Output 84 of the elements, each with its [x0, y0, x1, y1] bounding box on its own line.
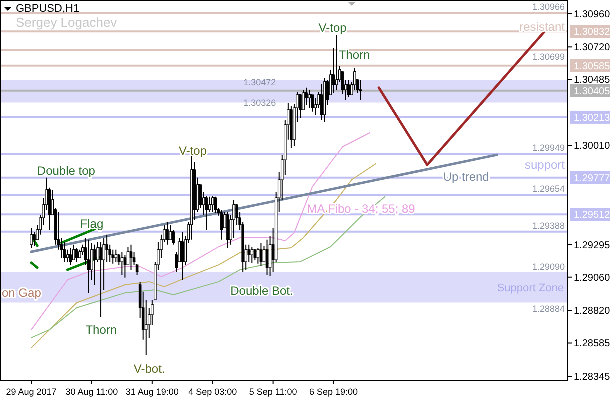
candlestick [208, 196, 212, 213]
candlestick [226, 212, 230, 248]
candlestick [254, 249, 257, 261]
candlestick [69, 247, 72, 266]
candlestick [112, 249, 115, 264]
candlestick [347, 80, 350, 98]
ref-line-label: 1.28884 [532, 304, 565, 314]
candlestick [78, 249, 82, 258]
candlestick [172, 229, 175, 246]
ref-line-label: 1.29388 [532, 220, 565, 231]
y-tick-label: 1.29060 [574, 272, 610, 284]
ref-line-label: 1.29777 [574, 173, 610, 184]
annotation: Double Bot. [230, 284, 294, 298]
annotation: Thorn [338, 48, 370, 62]
candlestick [100, 242, 102, 318]
ref-line-label: 1.30213 [574, 112, 610, 124]
y-tick-label: 1.30720 [574, 42, 610, 54]
ref-line-label: 1.30966 [532, 2, 565, 12]
candlestick [106, 234, 108, 262]
ref-line-label: 1.30405 [574, 86, 610, 98]
candlestick [169, 224, 172, 240]
candlestick [205, 195, 208, 230]
candlestick [214, 196, 218, 214]
annotation: V-top [318, 21, 348, 35]
annotation: V-top [179, 144, 208, 158]
candlestick [88, 239, 90, 294]
annotation: support [524, 158, 566, 172]
candlestick [211, 195, 214, 213]
ref-line-label: 1.29090 [532, 262, 565, 272]
y-tick-label: 1.29295 [574, 240, 610, 252]
candlestick [30, 228, 33, 248]
y-tick-label: 1.28345 [574, 372, 610, 384]
ref-line-label: 1.30699 [532, 52, 565, 62]
candlestick [220, 209, 224, 240]
candlestick [166, 222, 169, 246]
annotation: Flag [80, 217, 104, 231]
y-tick-label: 1.30485 [574, 75, 610, 86]
y-tick-label: 1.30960 [574, 9, 610, 20]
x-tick-label: 30 Aug 11:00 [66, 387, 118, 397]
annotation: Up trend [443, 170, 490, 184]
ref-line-label: 1.29512 [574, 210, 610, 222]
candlestick [63, 242, 66, 262]
y-tick-label: 1.28820 [574, 306, 610, 318]
candlestick [130, 244, 133, 271]
y-tick-label: 1.30010 [574, 141, 610, 152]
candlestick [323, 77, 326, 123]
candlestick [248, 244, 251, 262]
annotation: Double top [37, 164, 96, 178]
candlestick [260, 242, 263, 266]
y-tick-label: 1.28585 [574, 338, 610, 350]
ref-line-label: 1.30585 [574, 61, 610, 72]
candlestick [66, 249, 70, 262]
x-tick-label: 31 Aug 19:00 [126, 387, 179, 397]
ref-line-label: 1.29949 [532, 143, 565, 154]
candlestick [335, 34, 338, 91]
candlestick [120, 251, 124, 276]
candlestick [124, 254, 127, 278]
annotation: V-bot. [134, 362, 166, 376]
annotation: Thorn [86, 323, 118, 337]
candlestick [33, 232, 36, 247]
candlestick [94, 244, 96, 286]
chart-title: GBPUSD,H1 [16, 3, 80, 15]
ref-line-label: 1.30832 [574, 27, 610, 38]
candlestick [181, 232, 184, 281]
candlestick [266, 239, 269, 276]
candlestick [250, 246, 254, 264]
annotation: on Gap [2, 286, 42, 300]
x-tick-label: 6 Sep 19:00 [309, 387, 358, 397]
candlestick [290, 105, 293, 148]
x-tick-label: 5 Sep 11:00 [249, 387, 298, 397]
candlestick [360, 80, 362, 100]
candlestick [320, 84, 324, 120]
candlestick [114, 249, 118, 262]
ref-line-label: 1.29654 [532, 184, 565, 194]
candlestick [308, 90, 311, 109]
ref-line-label: 1.30472 [244, 78, 276, 88]
x-tick-label: 29 Aug 2017 [6, 387, 57, 397]
x-tick-label: 4 Sep 03:00 [188, 387, 238, 397]
candlestick [256, 247, 260, 264]
candlestick [75, 247, 78, 262]
candlestick [72, 244, 76, 261]
ref-line-label: 1.30326 [244, 98, 276, 108]
annotation: resistant [520, 20, 566, 34]
candlestick [144, 299, 148, 356]
